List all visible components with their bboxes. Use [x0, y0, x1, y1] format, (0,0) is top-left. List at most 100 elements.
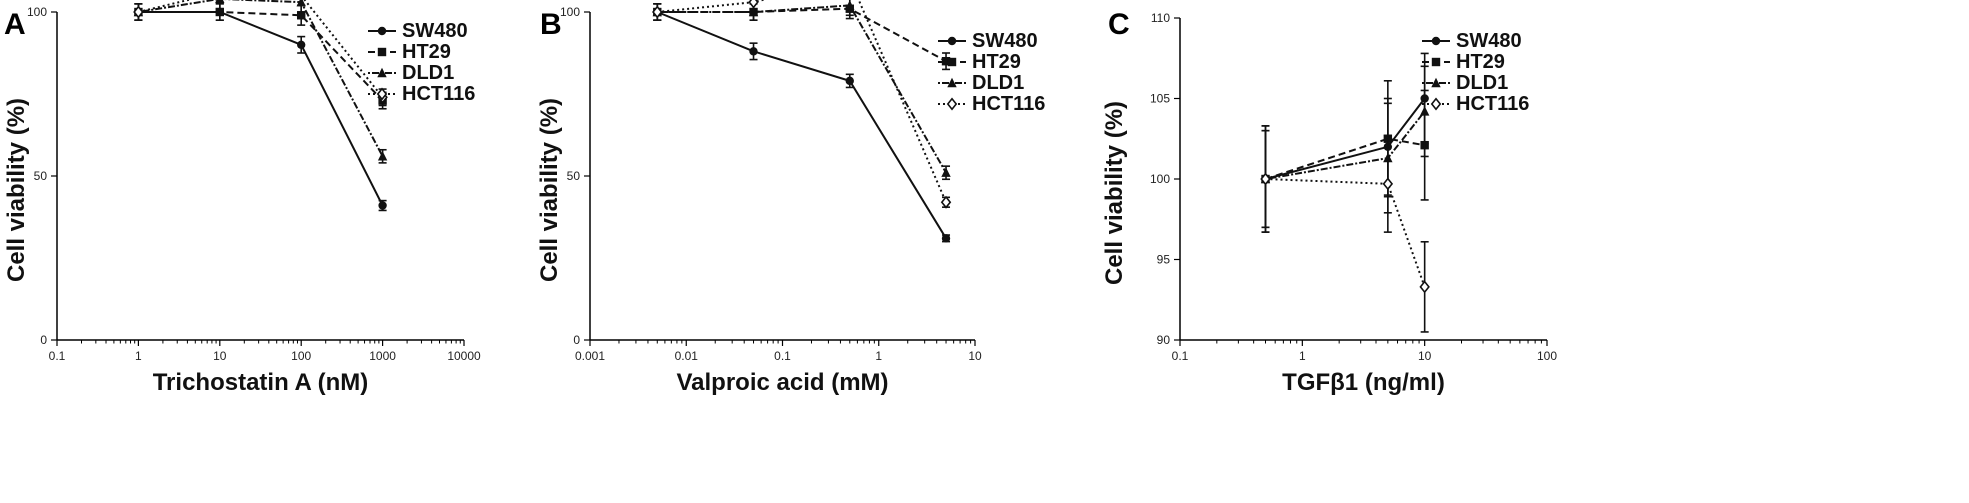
legend-marker [947, 36, 957, 46]
y-tick-label: 90 [1157, 333, 1171, 347]
data-point [749, 47, 758, 56]
x-tick-label: 1 [1299, 349, 1306, 363]
legend-marker [1430, 97, 1442, 111]
data-point [652, 5, 663, 19]
legend-label: HT29 [402, 41, 451, 63]
series-dld1 [1260, 65, 1430, 229]
y-axis-title: Cell viability (%) [536, 98, 563, 282]
series-line [1265, 110, 1426, 180]
y-tick-label: 100 [1150, 172, 1170, 186]
data-point [941, 167, 951, 177]
legend-marker [377, 67, 387, 78]
y-axis-title: Cell viability (%) [3, 98, 30, 282]
legend-label: HT29 [972, 51, 1021, 73]
data-point [297, 40, 306, 49]
x-tick-label: 0.1 [774, 349, 791, 363]
series-line [1265, 178, 1426, 288]
x-axis-title: TGFβ1 (ng/ml) [1282, 369, 1445, 396]
data-point [215, 7, 224, 17]
x-tick-label: 10000 [447, 349, 481, 363]
legend-marker [947, 77, 957, 88]
data-point [940, 195, 952, 209]
data-point [845, 76, 854, 86]
y-tick-label: 100 [560, 5, 580, 19]
series-ht29 [653, 0, 951, 71]
data-point [299, 0, 303, 3]
panel-letter: B [540, 8, 562, 41]
series-line [138, 11, 384, 102]
series-line [657, 7, 947, 63]
x-tick-label: 0.001 [575, 349, 605, 363]
series-line [657, 4, 947, 174]
legend-label: HCT116 [402, 83, 475, 105]
series-hct116 [652, 0, 952, 209]
y-tick-label: 100 [27, 5, 47, 19]
legend-label: SW480 [402, 20, 468, 42]
legend-label: HCT116 [972, 93, 1045, 115]
series-line [138, 11, 384, 206]
y-tick-label: 95 [1157, 253, 1171, 267]
x-tick-label: 10 [213, 349, 227, 363]
legend-label: SW480 [1456, 30, 1522, 52]
y-tick-label: 50 [34, 169, 48, 183]
legend-marker [1431, 77, 1441, 88]
x-axis-title: Valproic acid (mM) [676, 369, 888, 396]
legend-marker [947, 57, 957, 67]
x-tick-label: 10 [968, 349, 982, 363]
series-line [138, 0, 384, 157]
panel-letter: A [4, 8, 26, 41]
y-tick-label: 110 [1151, 11, 1170, 25]
legend-label: DLD1 [402, 62, 454, 84]
legend-label: DLD1 [972, 72, 1024, 94]
chart-panel-a: A 0 50 100 0.1 1 10 100 1000 10000 Trichostatin A … [3, 0, 481, 396]
data-point [941, 234, 951, 243]
y-axis-title: Cell viability (%) [1101, 101, 1128, 285]
legend-marker [946, 97, 958, 111]
y-tick-label: 105 [1150, 92, 1170, 106]
legend-marker [377, 26, 387, 36]
x-tick-label: 0.1 [49, 349, 66, 363]
x-tick-label: 1 [875, 349, 882, 363]
data-point [1419, 280, 1430, 294]
data-point [377, 151, 388, 161]
data-point [845, 0, 855, 10]
legend-marker [376, 87, 388, 101]
data-point [133, 5, 144, 19]
series-sw480 [134, 2, 387, 212]
x-tick-label: 1 [135, 349, 142, 363]
series-dld1 [652, 0, 951, 181]
series-line [656, 11, 947, 239]
data-point [748, 0, 759, 9]
legend-label: HCT116 [1456, 93, 1529, 115]
legend-marker [377, 47, 387, 57]
y-tick-label: 50 [567, 169, 581, 183]
legend-marker [1431, 36, 1441, 46]
legend-marker [1431, 57, 1441, 67]
panel-letter: C [1108, 8, 1130, 41]
legend-label: DLD1 [1456, 72, 1508, 94]
series-sw480 [1261, 52, 1429, 229]
chart-panel-b: B 0 50 100 0.001 0.01 0.1 1 10 Valproic acid (mM)… [536, 0, 1045, 396]
x-tick-label: 0.01 [675, 349, 699, 363]
x-tick-label: 100 [1537, 349, 1557, 363]
y-tick-label: 0 [573, 333, 580, 347]
data-point [1382, 177, 1394, 191]
data-point [378, 201, 387, 210]
data-point [297, 11, 306, 20]
data-point [1260, 172, 1271, 186]
data-point [1419, 106, 1430, 116]
y-tick-label: 0 [40, 333, 47, 347]
x-tick-label: 100 [291, 349, 311, 363]
x-tick-label: 10 [1418, 349, 1432, 363]
series-ht29 [1261, 79, 1429, 233]
legend-label: HT29 [1456, 51, 1505, 73]
series-hct116 [133, 0, 388, 107]
series-hct116 [1260, 125, 1430, 333]
series-line [1265, 97, 1426, 180]
legend-label: SW480 [972, 30, 1038, 52]
x-axis-title: Trichostatin A (nM) [153, 369, 369, 396]
